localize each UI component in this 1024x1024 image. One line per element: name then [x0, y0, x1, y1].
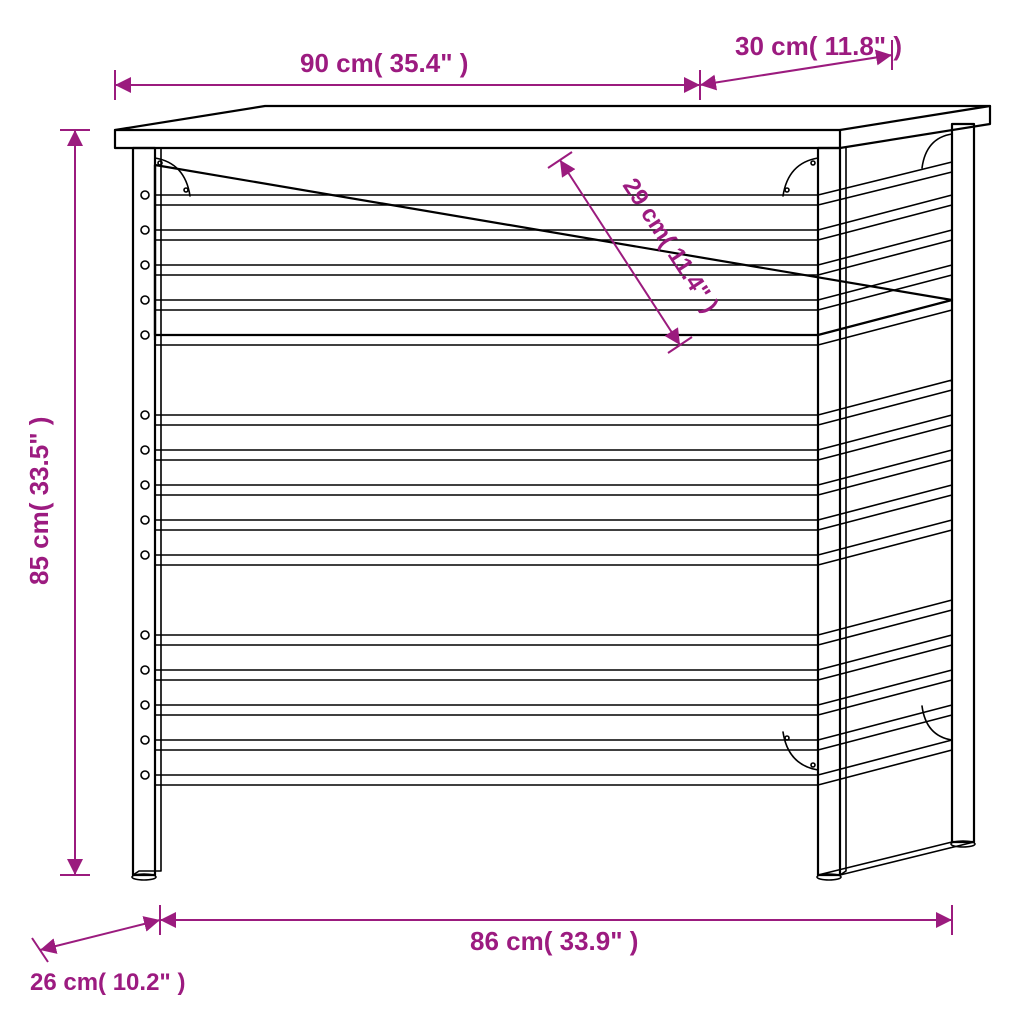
dim-base-depth: 26 cm( 10.2" ) [30, 920, 185, 996]
shelves [141, 162, 952, 785]
dim-top-depth-label: 30 cm( 11.8" ) [735, 31, 902, 61]
top-board [115, 106, 990, 148]
tier-3 [141, 600, 952, 785]
dim-inner-width: 86 cm( 33.9" ) [160, 905, 952, 956]
dim-top-width: 90 cm( 35.4" ) [115, 48, 700, 100]
dim-height-label: 85 cm( 33.5" ) [24, 417, 54, 585]
tier-2 [141, 380, 952, 565]
dim-shelf-depth: 29 cm( 11.4" ) [548, 152, 724, 353]
dimension-diagram: 90 cm( 35.4" ) 30 cm( 11.8" ) 85 cm( 33.… [0, 0, 1024, 1024]
dim-height: 85 cm( 33.5" ) [24, 130, 90, 875]
dim-base-depth-label: 26 cm( 10.2" ) [30, 969, 185, 996]
dim-top-depth: 30 cm( 11.8" ) [700, 31, 902, 85]
tier-1 [141, 162, 952, 345]
product-outline [115, 106, 990, 880]
dim-inner-width-label: 86 cm( 33.9" ) [470, 926, 638, 956]
dimensions: 90 cm( 35.4" ) 30 cm( 11.8" ) 85 cm( 33.… [24, 31, 952, 996]
dim-top-width-label: 90 cm( 35.4" ) [300, 48, 468, 78]
